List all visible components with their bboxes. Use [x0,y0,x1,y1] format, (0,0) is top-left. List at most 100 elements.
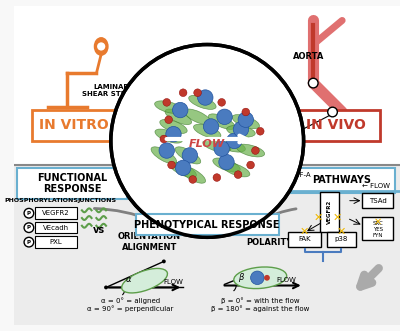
Ellipse shape [236,144,265,157]
Circle shape [247,161,254,169]
Circle shape [308,78,318,88]
Text: ✕: ✕ [336,226,346,237]
Text: P: P [27,240,31,245]
Circle shape [252,147,259,155]
Ellipse shape [217,139,245,152]
Text: ← FLOW: ← FLOW [362,183,390,189]
Ellipse shape [227,125,255,137]
FancyBboxPatch shape [14,6,400,165]
FancyBboxPatch shape [320,192,339,232]
Ellipse shape [122,268,168,293]
Circle shape [179,89,187,97]
Circle shape [214,141,229,156]
Ellipse shape [175,147,201,164]
Circle shape [159,143,174,158]
Text: ✕: ✕ [300,226,309,237]
FancyBboxPatch shape [35,208,77,219]
Circle shape [172,102,188,118]
Circle shape [226,133,242,149]
Text: P: P [27,211,31,216]
Circle shape [233,122,249,137]
Ellipse shape [155,101,183,114]
Text: VEGF-A: VEGF-A [286,172,312,178]
Text: α = 0° = aligned
α = 90° = perpendicular: α = 0° = aligned α = 90° = perpendicular [87,298,173,312]
Ellipse shape [189,95,216,109]
Text: P: P [27,225,31,230]
Text: YES: YES [373,227,383,232]
FancyBboxPatch shape [362,193,393,209]
Circle shape [219,155,234,170]
Ellipse shape [151,147,177,164]
FancyBboxPatch shape [32,110,118,141]
FancyBboxPatch shape [136,214,278,235]
Circle shape [24,237,34,247]
Text: LAMINAR
SHEAR STRESS: LAMINAR SHEAR STRESS [82,84,140,97]
Text: ✕: ✕ [374,217,382,227]
Text: VEGFR2: VEGFR2 [42,210,70,216]
FancyBboxPatch shape [294,110,380,141]
Circle shape [238,112,254,127]
Circle shape [168,161,176,169]
Circle shape [217,109,232,124]
FancyBboxPatch shape [35,222,77,233]
Text: $\alpha$: $\alpha$ [125,275,133,284]
Circle shape [24,209,34,218]
Text: $\beta$: $\beta$ [238,271,245,284]
Circle shape [111,45,304,237]
FancyArrowPatch shape [167,136,246,142]
Ellipse shape [180,166,206,183]
Circle shape [218,99,226,106]
Ellipse shape [194,124,221,138]
Ellipse shape [160,119,187,133]
Text: ORIENTATION
ALIGNMENT: ORIENTATION ALIGNMENT [118,232,181,252]
Circle shape [203,119,219,134]
Text: ✕: ✕ [313,213,323,223]
Text: p38: p38 [334,236,348,242]
Circle shape [234,171,242,178]
Text: ✕: ✕ [333,213,342,223]
Ellipse shape [165,109,192,124]
FancyBboxPatch shape [362,217,393,240]
Ellipse shape [208,114,235,129]
Circle shape [328,107,337,117]
FancyBboxPatch shape [35,236,77,248]
Ellipse shape [222,163,250,177]
FancyBboxPatch shape [327,231,356,247]
Circle shape [194,89,202,97]
Circle shape [176,160,191,176]
FancyBboxPatch shape [288,231,321,247]
Circle shape [198,90,213,105]
Text: SRC: SRC [372,221,383,226]
Text: AORTA: AORTA [293,52,324,61]
Ellipse shape [213,158,240,172]
Circle shape [96,42,106,51]
Text: VEcadh: VEcadh [43,225,69,231]
Ellipse shape [184,109,211,124]
Circle shape [250,271,264,285]
Circle shape [163,99,170,106]
FancyBboxPatch shape [14,165,400,325]
Text: TSAd: TSAd [369,198,387,204]
Circle shape [166,126,181,142]
Text: FUNCTIONAL
RESPONSE: FUNCTIONAL RESPONSE [37,172,107,194]
Circle shape [165,116,172,123]
Ellipse shape [232,115,260,129]
Text: FYN: FYN [372,233,383,238]
Ellipse shape [155,129,182,143]
Text: IN VITRO: IN VITRO [39,118,109,132]
Circle shape [256,127,264,135]
Text: β = 0° = with the flow
β = 180° = against the flow: β = 0° = with the flow β = 180° = agains… [211,298,310,312]
FancyBboxPatch shape [287,168,395,193]
Circle shape [182,148,198,163]
Ellipse shape [94,38,108,55]
Circle shape [160,135,168,143]
Circle shape [24,223,34,232]
Text: PHOSPHORYLATIONS: PHOSPHORYLATIONS [4,198,78,203]
Text: FLOW: FLOW [189,139,225,149]
Circle shape [189,176,197,183]
Text: PATHWAYS: PATHWAYS [312,175,371,185]
Circle shape [213,174,221,181]
Text: JUNCTIONS: JUNCTIONS [77,198,116,203]
Text: PHENOTYPICAL RESPONSE: PHENOTYPICAL RESPONSE [134,220,280,230]
Ellipse shape [170,162,196,178]
